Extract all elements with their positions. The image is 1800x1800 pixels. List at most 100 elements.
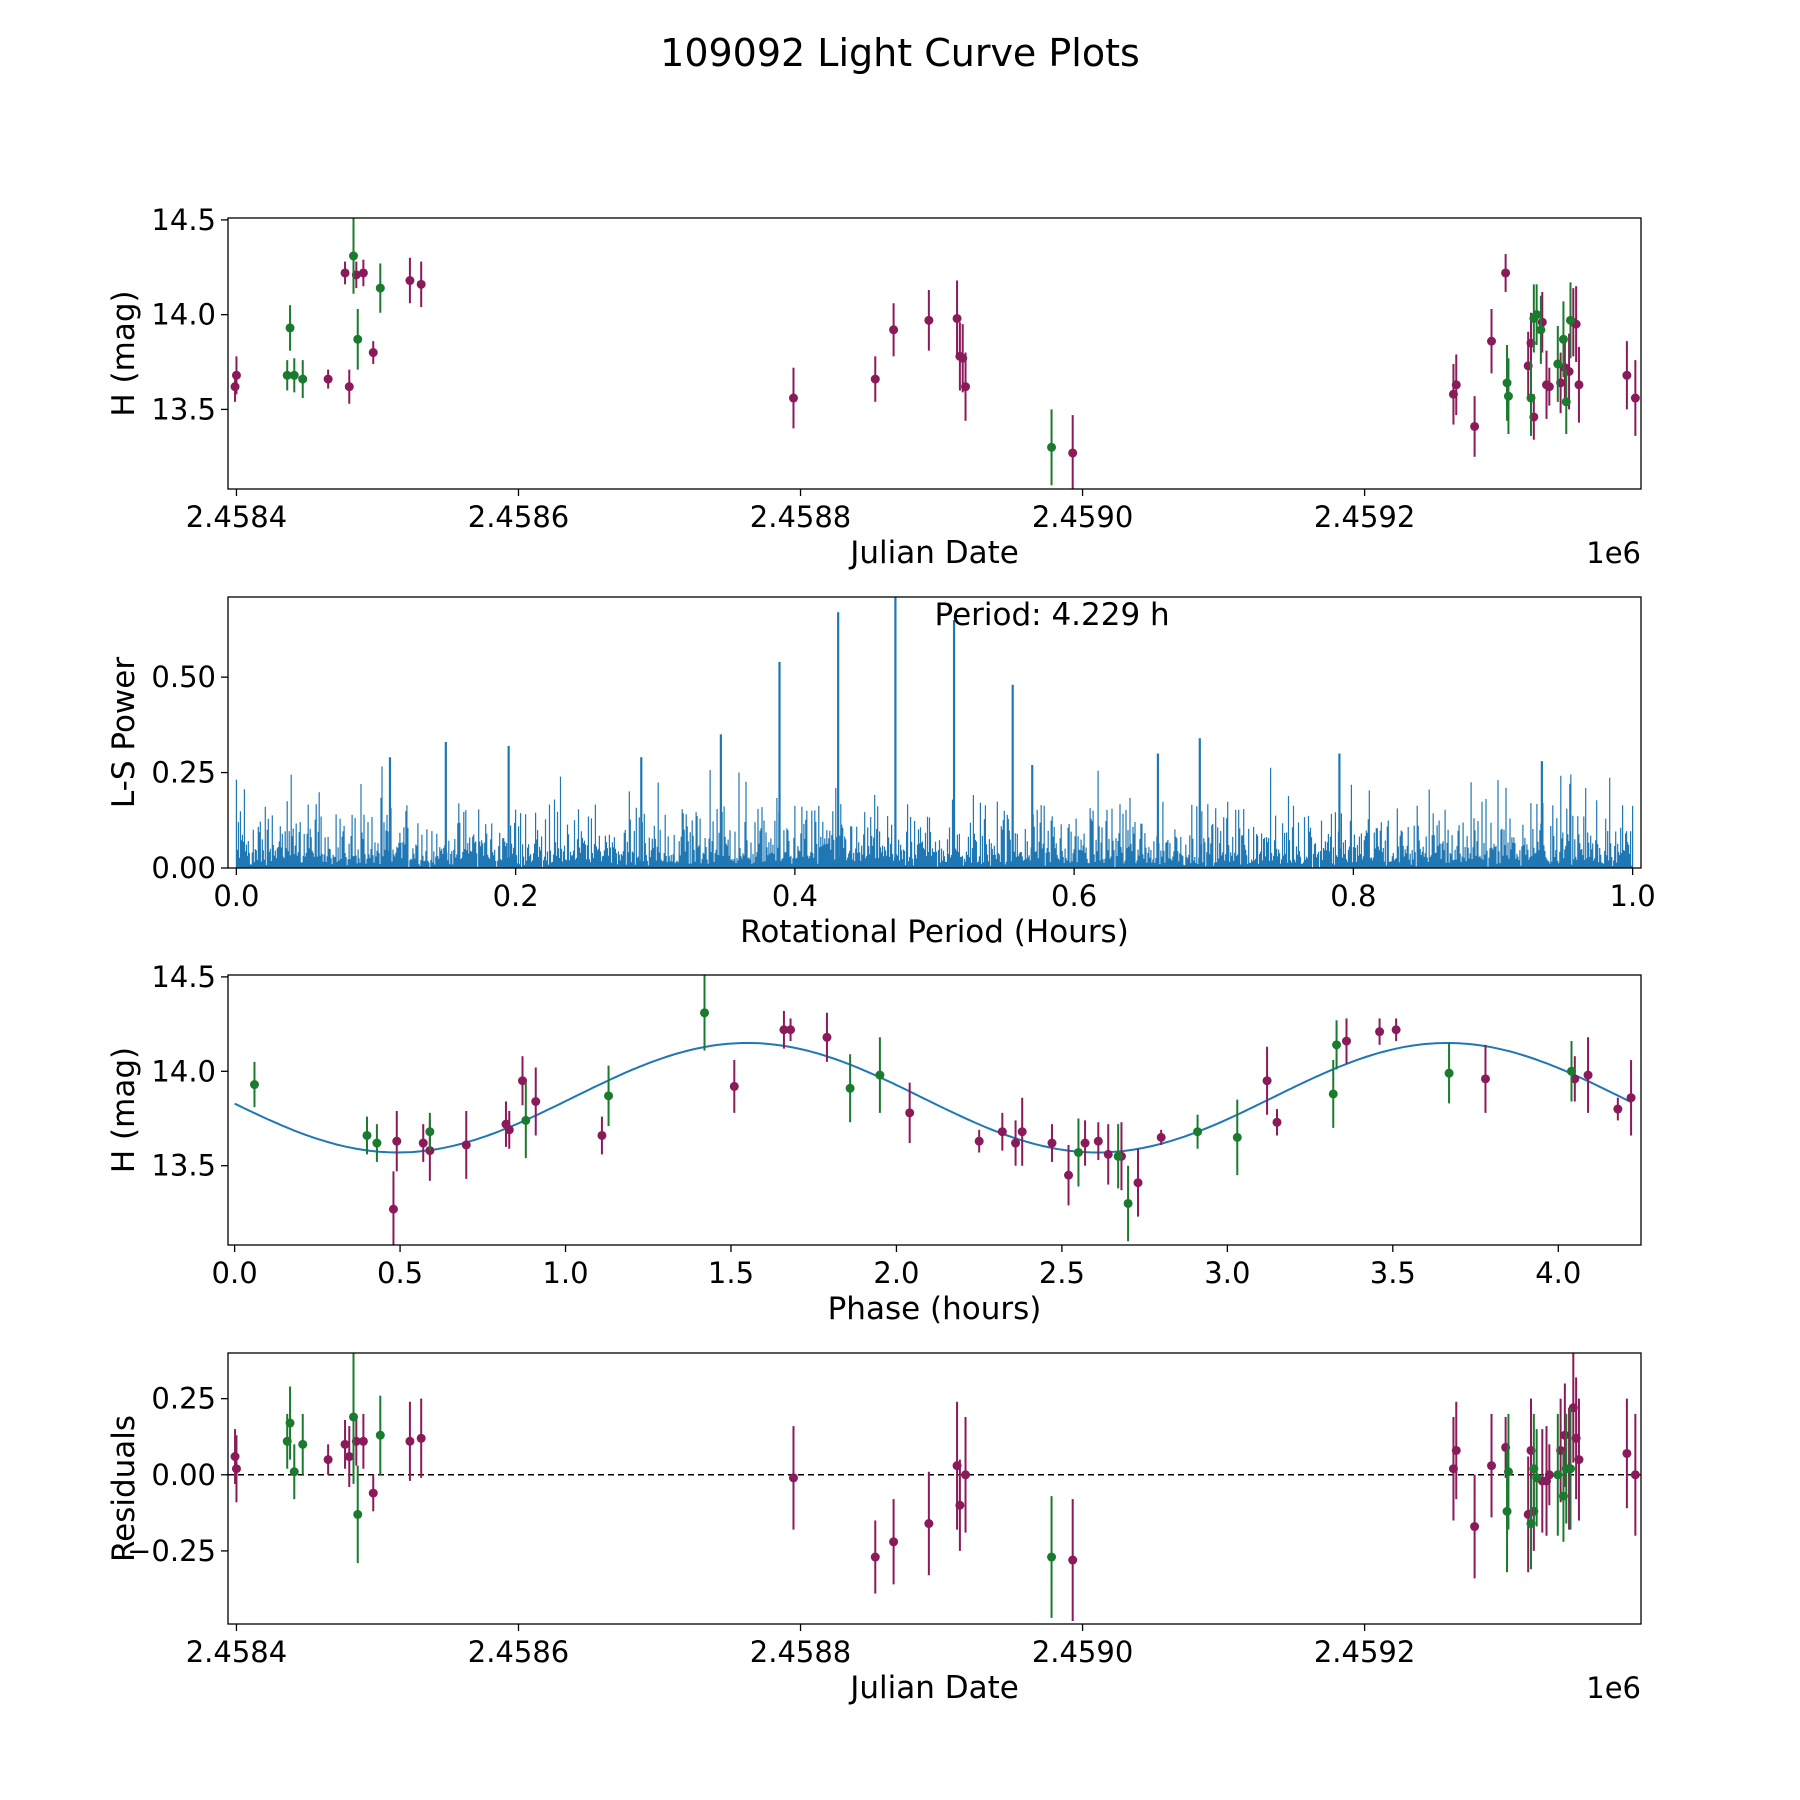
data-point — [518, 1076, 528, 1086]
y-tick-label: 14.0 — [151, 298, 216, 332]
x-tick-label: 1.0 — [1610, 879, 1656, 913]
data-point — [700, 1008, 710, 1018]
data-point — [1232, 1132, 1242, 1142]
data-point — [1501, 268, 1511, 278]
data-point — [1487, 1461, 1497, 1471]
x-tick-label: 2.4588 — [750, 1635, 851, 1669]
data-point — [416, 279, 426, 289]
data-point — [1574, 1455, 1584, 1465]
light-curve-panel: 2.4584 2.4586 2.4588 2.4590 2.4592 13.5 14.0 14… — [106, 203, 1642, 571]
data-point — [924, 315, 934, 325]
x-tick-label: 2.0 — [873, 1256, 919, 1290]
data-point — [1047, 442, 1057, 452]
plot-area — [228, 1353, 1641, 1621]
data-point — [461, 1140, 471, 1150]
data-point — [604, 1091, 614, 1101]
x-tick-label: 1.0 — [542, 1256, 588, 1290]
y-tick-label: 0.00 — [151, 851, 216, 885]
y-axis-label: H (mag) — [106, 1047, 142, 1173]
data-point — [779, 1025, 789, 1035]
data-point — [1064, 1170, 1074, 1180]
x-tick-label: 2.4588 — [750, 500, 851, 534]
data-point — [1544, 1470, 1554, 1480]
data-point — [504, 1125, 514, 1135]
data-point — [323, 1455, 333, 1465]
data-point — [1487, 336, 1497, 346]
data-point — [1068, 448, 1078, 458]
data-point — [358, 268, 368, 278]
series-purple — [230, 1353, 1640, 1621]
data-point — [1553, 359, 1563, 369]
data-point — [889, 1537, 899, 1547]
data-point — [1503, 391, 1513, 401]
data-point — [1532, 310, 1542, 320]
data-point — [1613, 1104, 1623, 1114]
plot-area — [235, 597, 1634, 868]
data-point — [997, 1127, 1007, 1137]
data-point — [298, 374, 308, 384]
data-point — [955, 1500, 965, 1510]
x-tick-label: 0.2 — [493, 879, 539, 913]
data-point — [231, 370, 241, 380]
data-point — [974, 1136, 984, 1146]
data-point — [1630, 393, 1640, 403]
axes-frame — [227, 217, 1642, 490]
data-point — [924, 1519, 934, 1529]
data-point — [1574, 380, 1584, 390]
data-point — [1526, 393, 1536, 403]
figure-title: 109092 Light Curve Plots — [660, 31, 1140, 75]
data-point — [344, 1452, 354, 1462]
y-tick-label: −0.25 — [127, 1534, 216, 1568]
x-tick-label: 0.0 — [212, 1256, 258, 1290]
residuals-panel: 2.4584 2.4586 2.4588 2.4590 2.4592 −0.25 0.00 0… — [106, 1352, 1642, 1706]
data-point — [870, 1552, 880, 1562]
x-tick-label: 2.4590 — [1032, 500, 1133, 534]
axes-frame — [227, 974, 1642, 1246]
data-point — [362, 1130, 372, 1140]
data-point — [1156, 1132, 1166, 1142]
y-tick-label: 13.5 — [151, 392, 216, 426]
y-tick-label: 13.5 — [151, 1149, 216, 1183]
data-point — [1093, 1136, 1103, 1146]
series-green — [249, 975, 1577, 1242]
data-point — [1375, 1027, 1385, 1037]
data-point — [368, 1488, 378, 1498]
data-point — [1630, 1470, 1640, 1480]
data-point — [1262, 1076, 1272, 1086]
data-point — [1567, 1066, 1577, 1076]
x-tick-label: 2.4590 — [1032, 1635, 1133, 1669]
data-point — [1068, 1555, 1078, 1565]
data-point — [285, 1418, 295, 1428]
x-tick-label: 1.5 — [708, 1256, 754, 1290]
data-point — [353, 334, 363, 344]
series-green — [282, 1353, 1575, 1618]
data-point — [1011, 1138, 1021, 1148]
data-point — [340, 268, 350, 278]
x-tick-label: 2.4586 — [468, 1635, 569, 1669]
y-tick-label: 0.25 — [151, 1382, 216, 1416]
periodogram-panel: 0.0 0.2 0.4 0.6 0.8 1.0 0.00 0.25 0.50 Rotational… — [106, 596, 1656, 950]
data-point — [1544, 382, 1554, 392]
data-point — [1553, 1470, 1563, 1480]
data-point — [1470, 421, 1480, 431]
data-point — [1626, 1093, 1636, 1103]
data-point — [1272, 1117, 1282, 1127]
y-axis-label: H (mag) — [106, 290, 142, 416]
data-point — [1622, 370, 1632, 380]
data-point — [786, 1025, 796, 1035]
series-green — [282, 218, 1575, 486]
x-tick-label: 2.4592 — [1314, 500, 1415, 534]
data-point — [349, 251, 359, 261]
data-point — [788, 393, 798, 403]
data-point — [289, 1467, 299, 1477]
axes-frame — [227, 596, 1642, 869]
data-point — [405, 276, 415, 286]
data-point — [1583, 1070, 1593, 1080]
data-point — [298, 1439, 308, 1449]
phase-folded-panel: 0.0 0.5 1.0 1.5 2.0 2.5 3.0 3.5 4.0 13.5 14.0 14.5 P… — [106, 960, 1642, 1327]
plot-area — [230, 218, 1640, 489]
data-point — [1444, 1068, 1454, 1078]
data-point — [1561, 397, 1571, 407]
x-tick-label: 4.0 — [1535, 1256, 1581, 1290]
